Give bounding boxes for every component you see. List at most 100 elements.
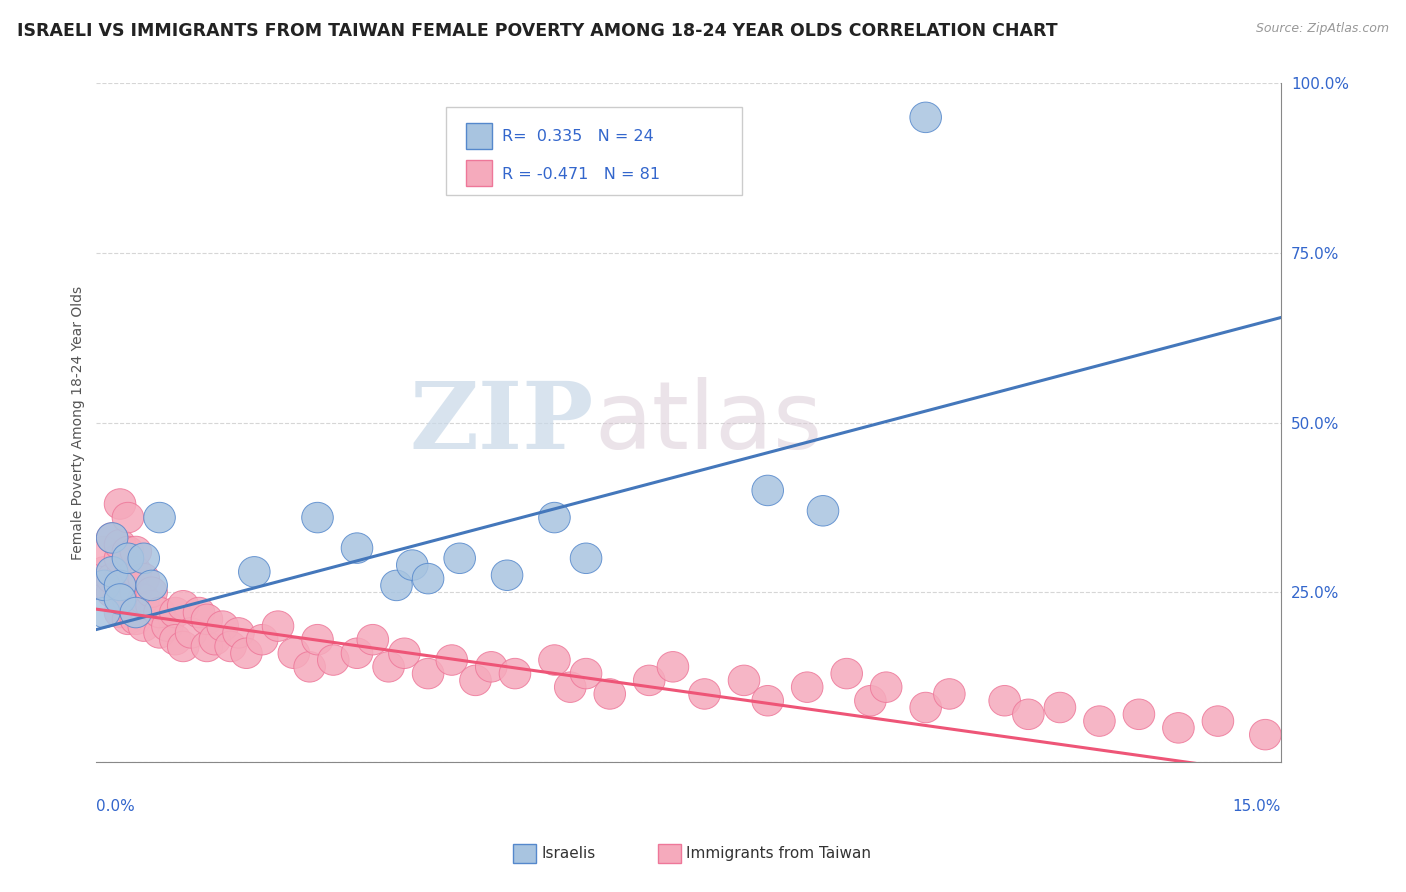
Ellipse shape <box>855 685 886 716</box>
Y-axis label: Female Poverty Among 18-24 Year Olds: Female Poverty Among 18-24 Year Olds <box>72 285 86 559</box>
Ellipse shape <box>302 624 333 655</box>
Ellipse shape <box>246 624 278 655</box>
Ellipse shape <box>112 536 143 566</box>
Ellipse shape <box>1012 699 1045 730</box>
Ellipse shape <box>342 533 373 564</box>
Text: R=  0.335   N = 24: R= 0.335 N = 24 <box>502 129 654 145</box>
Ellipse shape <box>831 658 862 689</box>
Ellipse shape <box>1045 692 1076 723</box>
Ellipse shape <box>412 658 444 689</box>
Ellipse shape <box>104 598 136 628</box>
Ellipse shape <box>634 665 665 696</box>
Ellipse shape <box>302 502 333 533</box>
Ellipse shape <box>143 502 176 533</box>
Text: 0.0%: 0.0% <box>97 799 135 814</box>
FancyBboxPatch shape <box>465 123 492 149</box>
Ellipse shape <box>215 632 246 662</box>
Ellipse shape <box>104 543 136 574</box>
Ellipse shape <box>988 685 1021 716</box>
Ellipse shape <box>97 523 128 553</box>
Ellipse shape <box>200 624 231 655</box>
Ellipse shape <box>112 564 143 594</box>
Ellipse shape <box>538 502 571 533</box>
Ellipse shape <box>136 577 167 607</box>
Ellipse shape <box>128 583 159 615</box>
Ellipse shape <box>571 543 602 574</box>
Ellipse shape <box>571 658 602 689</box>
Text: Source: ZipAtlas.com: Source: ZipAtlas.com <box>1256 22 1389 36</box>
Ellipse shape <box>1163 713 1194 743</box>
Ellipse shape <box>97 577 128 607</box>
Ellipse shape <box>143 598 176 628</box>
Ellipse shape <box>104 583 136 615</box>
Ellipse shape <box>412 564 444 594</box>
Text: ZIP: ZIP <box>409 377 593 467</box>
Ellipse shape <box>357 624 388 655</box>
Ellipse shape <box>807 496 839 526</box>
Ellipse shape <box>97 564 128 594</box>
Ellipse shape <box>191 604 222 634</box>
Ellipse shape <box>278 638 309 668</box>
Ellipse shape <box>207 611 239 641</box>
Ellipse shape <box>104 489 136 519</box>
Ellipse shape <box>491 560 523 591</box>
Ellipse shape <box>120 557 152 587</box>
Ellipse shape <box>120 577 152 607</box>
Ellipse shape <box>152 611 183 641</box>
Ellipse shape <box>128 564 159 594</box>
Ellipse shape <box>870 672 903 702</box>
Ellipse shape <box>262 611 294 641</box>
Ellipse shape <box>381 570 412 600</box>
Ellipse shape <box>167 632 200 662</box>
FancyBboxPatch shape <box>465 161 492 186</box>
Ellipse shape <box>396 549 427 581</box>
Ellipse shape <box>752 685 783 716</box>
Ellipse shape <box>104 530 136 560</box>
Ellipse shape <box>231 638 262 668</box>
Text: Immigrants from Taiwan: Immigrants from Taiwan <box>686 847 872 861</box>
Ellipse shape <box>104 583 136 615</box>
Ellipse shape <box>388 638 420 668</box>
Ellipse shape <box>538 645 571 675</box>
Ellipse shape <box>128 543 159 574</box>
Ellipse shape <box>159 624 191 655</box>
Ellipse shape <box>499 658 530 689</box>
Ellipse shape <box>1202 706 1233 736</box>
Ellipse shape <box>112 583 143 615</box>
Ellipse shape <box>120 598 152 628</box>
Text: R = -0.471   N = 81: R = -0.471 N = 81 <box>502 167 659 182</box>
Ellipse shape <box>728 665 759 696</box>
Ellipse shape <box>89 570 120 600</box>
FancyBboxPatch shape <box>446 107 742 195</box>
Ellipse shape <box>136 570 167 600</box>
Ellipse shape <box>1123 699 1154 730</box>
Text: Israelis: Israelis <box>541 847 596 861</box>
Ellipse shape <box>183 598 215 628</box>
Ellipse shape <box>934 679 965 709</box>
Ellipse shape <box>143 617 176 648</box>
Ellipse shape <box>657 651 689 682</box>
Ellipse shape <box>593 679 626 709</box>
Ellipse shape <box>222 617 254 648</box>
Ellipse shape <box>554 672 586 702</box>
Ellipse shape <box>112 604 143 634</box>
Ellipse shape <box>89 557 120 587</box>
Ellipse shape <box>689 679 720 709</box>
Ellipse shape <box>120 598 152 628</box>
Ellipse shape <box>176 617 207 648</box>
Ellipse shape <box>373 651 405 682</box>
Ellipse shape <box>136 591 167 621</box>
Ellipse shape <box>97 523 128 553</box>
Ellipse shape <box>460 665 491 696</box>
Ellipse shape <box>1084 706 1115 736</box>
Ellipse shape <box>1250 719 1281 750</box>
Ellipse shape <box>792 672 823 702</box>
Text: atlas: atlas <box>593 376 823 468</box>
Ellipse shape <box>444 543 475 574</box>
Ellipse shape <box>89 598 120 628</box>
Ellipse shape <box>128 611 159 641</box>
Ellipse shape <box>191 632 222 662</box>
Ellipse shape <box>910 692 942 723</box>
Ellipse shape <box>167 591 200 621</box>
Text: 15.0%: 15.0% <box>1233 799 1281 814</box>
